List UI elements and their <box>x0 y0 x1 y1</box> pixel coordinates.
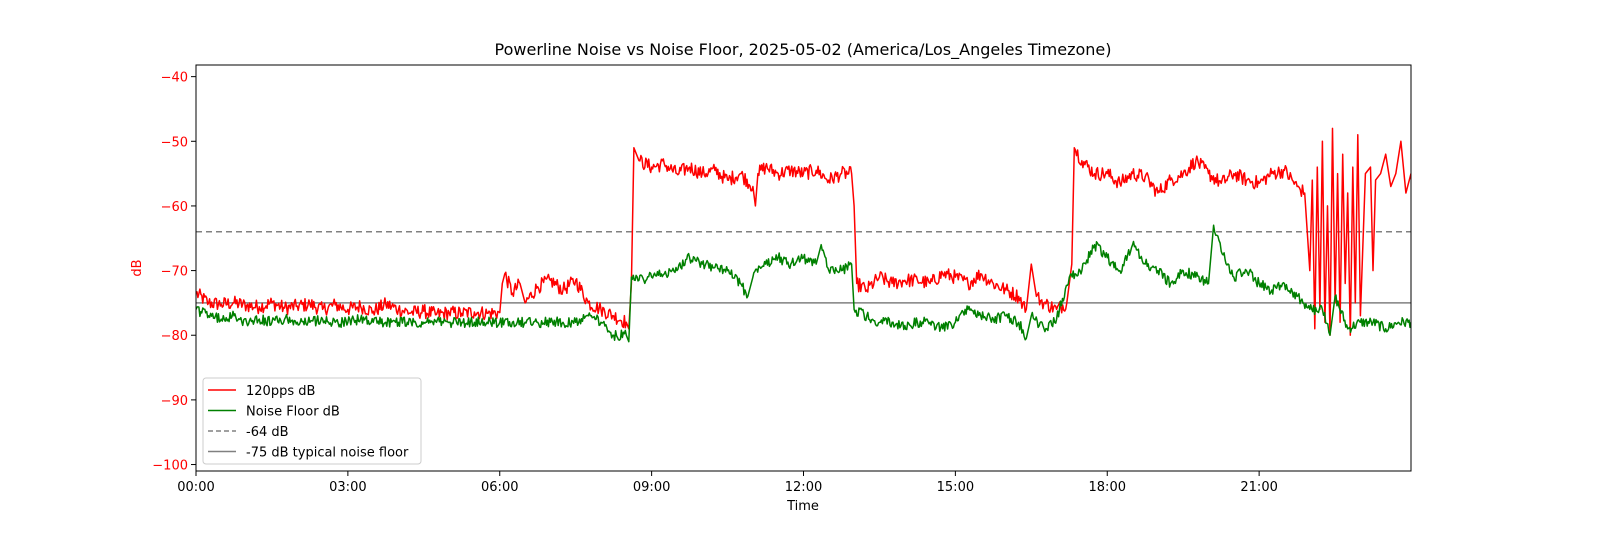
y-axis: −40 −50 −60 −70 −80 −90 −100 <box>152 71 196 474</box>
y-axis-label: dB <box>130 259 145 276</box>
y-tick-label: −80 <box>161 329 188 344</box>
x-tick-label: 06:00 <box>481 480 518 495</box>
legend-label: Noise Floor dB <box>246 405 340 420</box>
x-tick-label: 18:00 <box>1089 480 1126 495</box>
y-tick-label: −90 <box>161 394 188 409</box>
chart-title: Powerline Noise vs Noise Floor, 2025-05-… <box>495 40 1112 60</box>
x-tick-label: 09:00 <box>633 480 670 495</box>
reference-lines <box>196 231 1411 304</box>
y-tick-label: −40 <box>161 71 188 86</box>
y-tick-label: −60 <box>161 200 188 215</box>
x-tick-label: 12:00 <box>785 480 822 495</box>
legend-box <box>202 377 422 465</box>
x-axis: 00:00 03:00 06:00 09:00 12:00 15:00 18:00 21:00 <box>177 471 1278 495</box>
plot-area <box>195 64 1412 472</box>
series-line <box>196 224 1411 343</box>
y-tick-label: −100 <box>152 459 188 474</box>
legend-label: 120pps dB <box>246 384 315 399</box>
y-tick-label: −70 <box>161 265 188 280</box>
x-tick-label: 21:00 <box>1240 480 1277 495</box>
x-axis-label: Time <box>786 499 819 514</box>
x-tick-label: 03:00 <box>329 480 366 495</box>
series-line <box>196 127 1411 336</box>
x-tick-label: 15:00 <box>937 480 974 495</box>
legend-label: -64 dB <box>246 425 289 440</box>
legend: 120pps dB Noise Floor dB -64 dB -75 dB typi… <box>202 377 422 465</box>
y-tick-label: −50 <box>161 135 188 150</box>
series-group <box>196 127 1411 343</box>
x-tick-label: 00:00 <box>177 480 214 495</box>
legend-label: -75 dB typical noise floor <box>246 446 409 461</box>
